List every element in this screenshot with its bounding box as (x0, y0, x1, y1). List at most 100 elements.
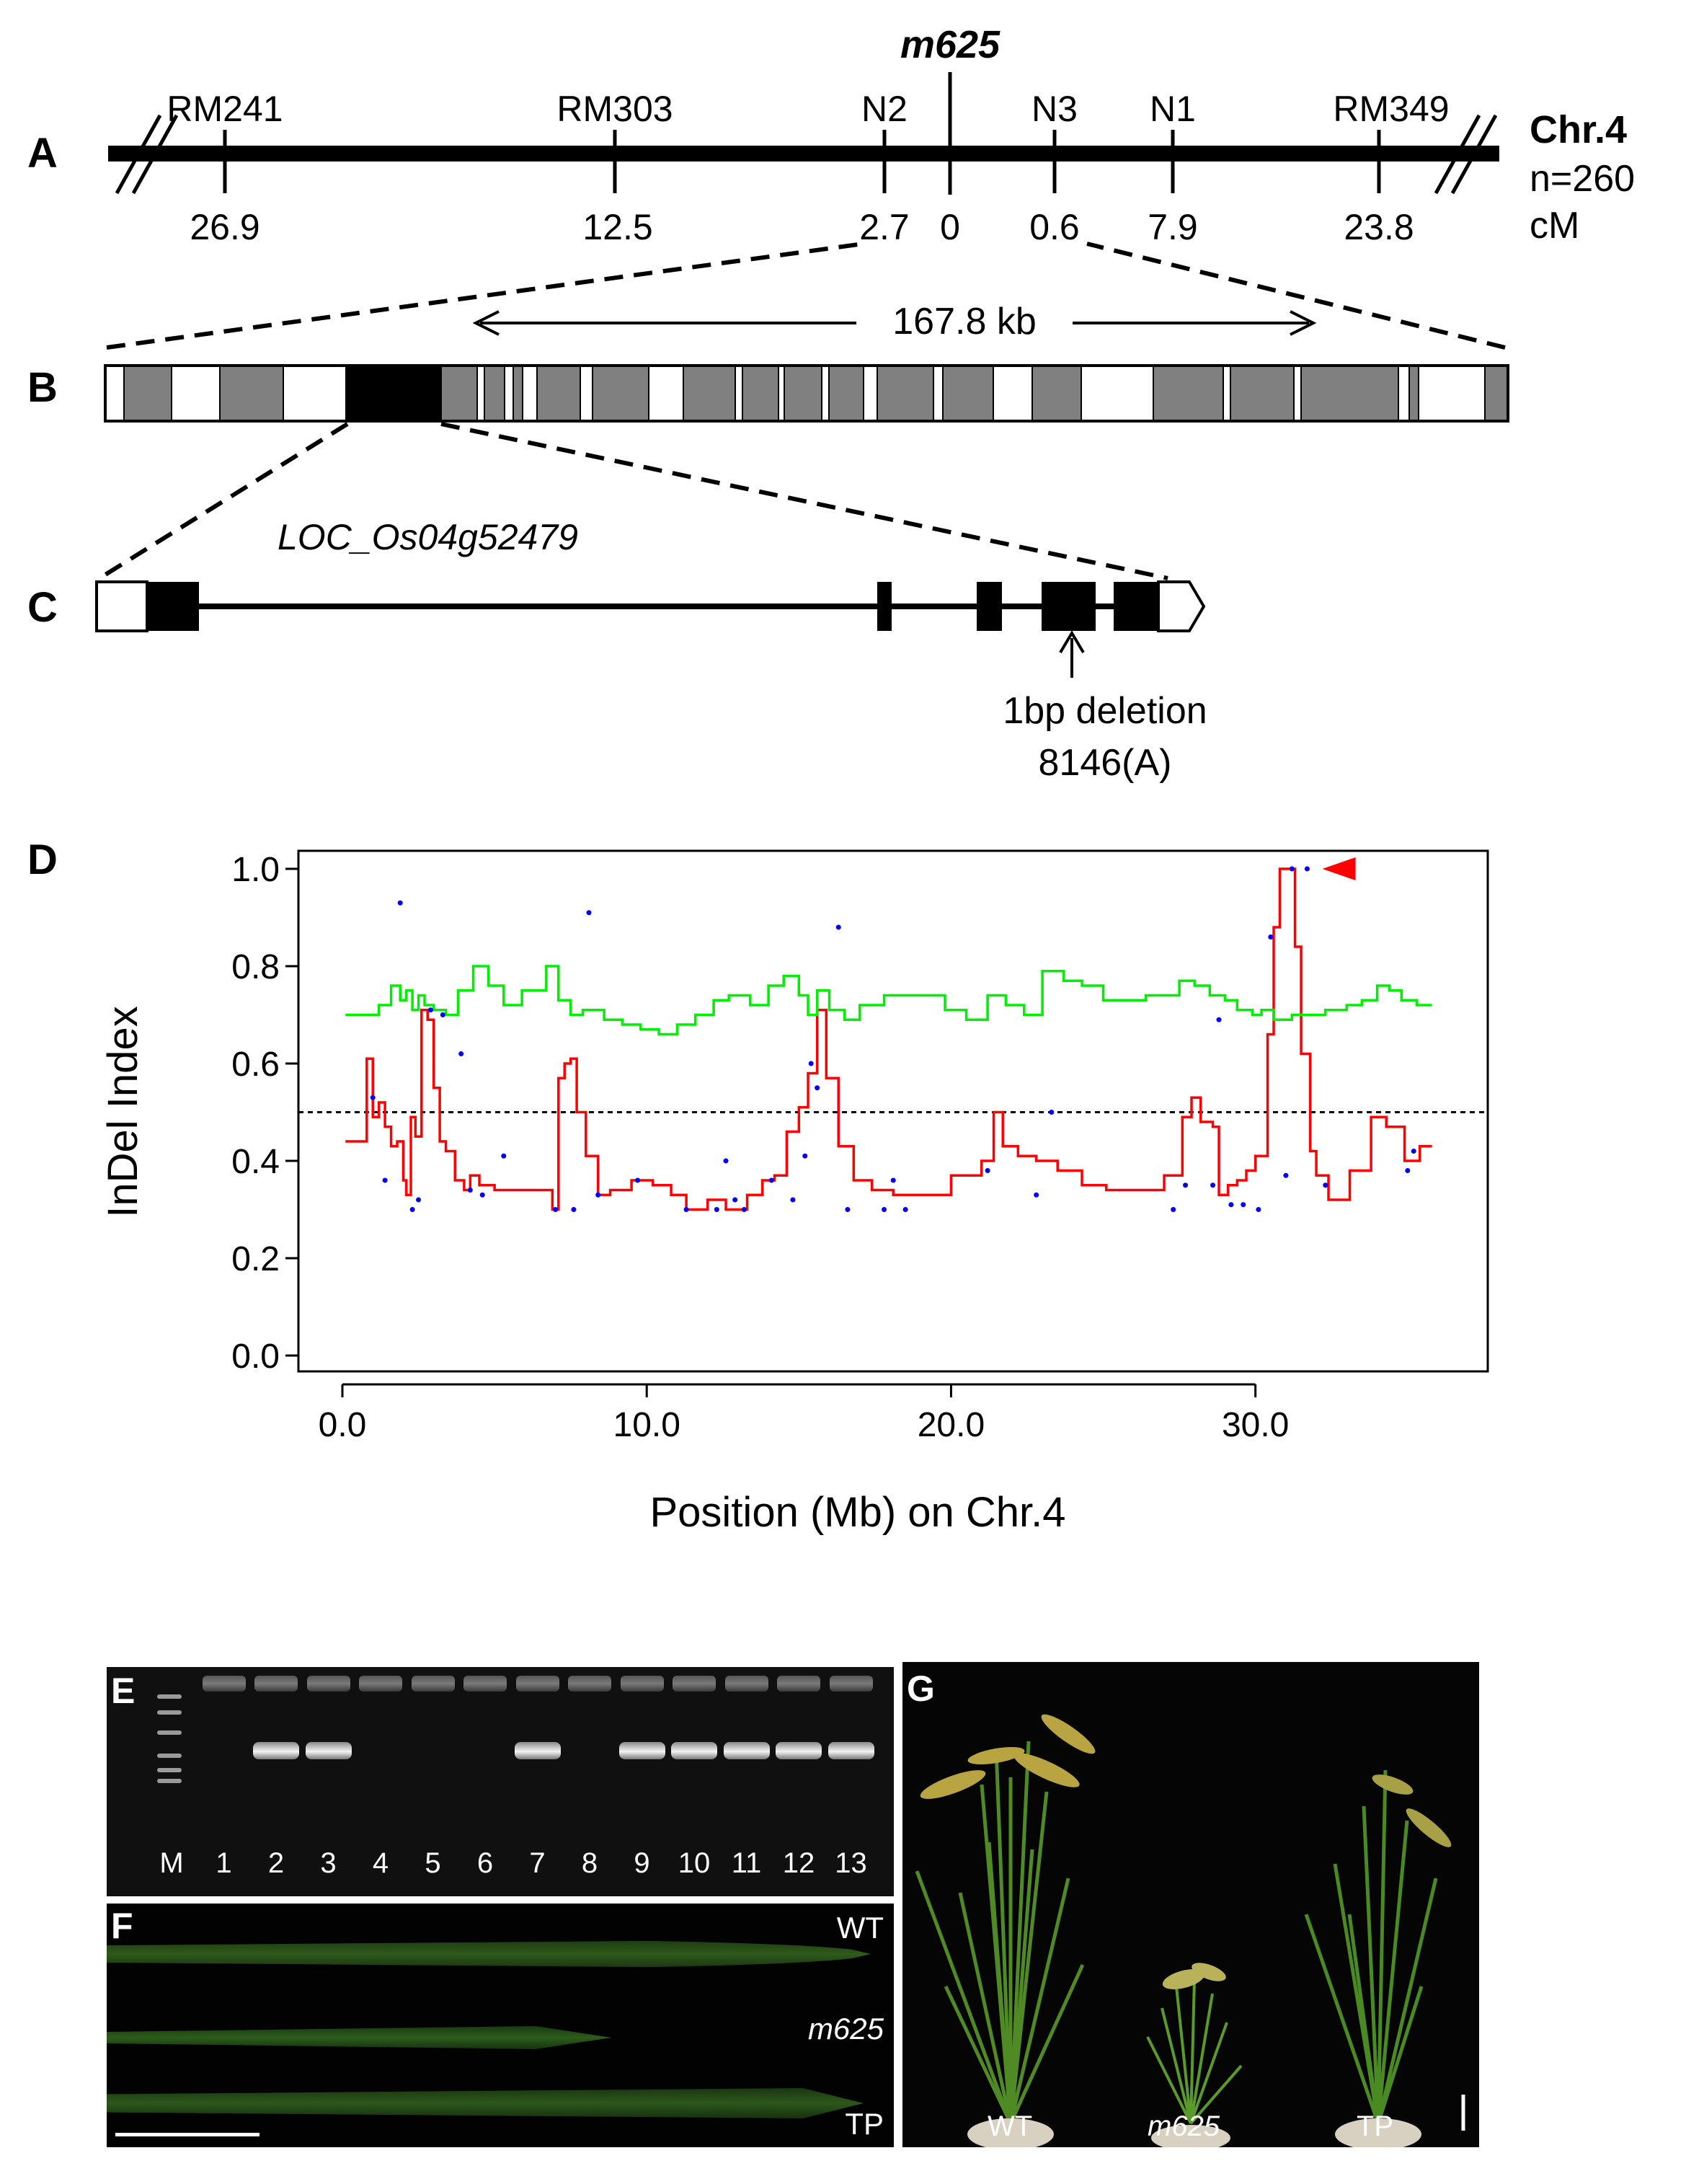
gel-band-product (618, 1742, 665, 1759)
gene-segment (513, 365, 523, 422)
y-tick-label: 0.0 (231, 1338, 280, 1376)
x-tick-label: 10.0 (613, 1406, 680, 1444)
gel-band-product (723, 1742, 770, 1759)
gene-segment (877, 365, 934, 422)
gene-segment (1300, 365, 1399, 422)
data-point (1049, 1110, 1055, 1115)
plant-m625-panicles (1162, 1963, 1226, 1989)
gene-segment (440, 365, 478, 422)
gel-band-upper (777, 1676, 820, 1692)
x-axis-label: Position (Mb) on Chr.4 (649, 1489, 1065, 1536)
utr-3prime (1157, 580, 1206, 632)
plant-label-m625: m625 (1148, 2110, 1220, 2142)
y-axis: 0.0 0.2 0.4 0.6 0.8 1.0 (231, 851, 300, 1376)
data-point (416, 1197, 422, 1203)
data-point (790, 1197, 796, 1203)
data-point (683, 1207, 689, 1212)
y-axis-label: InDel Index (99, 1006, 146, 1217)
x-tick-label: 30.0 (1222, 1406, 1289, 1444)
gene-segment (1223, 365, 1231, 422)
gene-segment (828, 365, 864, 422)
leaf-label-tp: TP (845, 2107, 884, 2141)
gel-band-product (305, 1742, 352, 1759)
y-tick-label: 0.2 (231, 1240, 280, 1278)
data-point (815, 1085, 820, 1091)
lane-label: 12 (782, 1847, 815, 1879)
gene-segment (1418, 365, 1486, 422)
lane-label: 5 (425, 1847, 441, 1879)
data-point (902, 1207, 908, 1212)
series-line-green (345, 965, 1432, 1036)
ladder-band (157, 1779, 182, 1783)
y-tick-label: 0.4 (231, 1143, 280, 1181)
lane-label: 6 (476, 1847, 494, 1879)
interval-arrow-left-head (472, 310, 500, 336)
gel-band-product (776, 1742, 822, 1759)
y-tick-label: 0.8 (231, 948, 280, 986)
gene-segment (1408, 365, 1419, 422)
gene-segment (283, 365, 347, 422)
gene-segment (683, 365, 736, 422)
data-point (741, 1207, 747, 1212)
data-point (890, 1177, 896, 1183)
zoom-line (1086, 242, 1506, 350)
interval-box-outline (104, 364, 1509, 423)
ladder-band (157, 1694, 182, 1699)
exon (1042, 582, 1096, 631)
data-point (467, 1188, 473, 1193)
plant-tp (1304, 1769, 1438, 2124)
lane-label: 8 (581, 1847, 598, 1879)
gel-band-upper (463, 1676, 507, 1692)
plant-label-tp: TP (1357, 2110, 1394, 2142)
data-point (1323, 1182, 1328, 1188)
chromosome-break-left (115, 114, 162, 195)
marker-distance: 12.5 (582, 207, 652, 247)
data-point (635, 1177, 641, 1183)
data-point (985, 1168, 990, 1173)
data-point (382, 1177, 388, 1183)
gel-band-upper (306, 1676, 350, 1692)
data-point (501, 1153, 507, 1159)
leaf-tp (107, 2088, 864, 2118)
zoom-line (440, 422, 1168, 580)
leaf-m625 (107, 2026, 611, 2049)
lane-label: 9 (634, 1847, 650, 1879)
marker-name: RM349 (1333, 89, 1449, 129)
lane-label: 13 (835, 1847, 867, 1879)
data-point (440, 1012, 445, 1017)
mutation-label: 1bp deletion (1003, 690, 1207, 732)
gene-segment (784, 365, 822, 422)
gel-band-upper (202, 1676, 246, 1692)
gel-band-upper (673, 1676, 716, 1692)
panel-letter-g: G (907, 1668, 935, 1709)
data-point (1216, 1017, 1222, 1022)
plant-illustrations (915, 1714, 1465, 2147)
data-point (732, 1197, 738, 1203)
gene-segment (1081, 365, 1154, 422)
panel-letter-e: E (111, 1671, 136, 1711)
gel-band-upper (620, 1676, 664, 1692)
plant-label-wt: WT (988, 2110, 1033, 2142)
panel-c: C LOC_Os04g52479 1bp deletion 8146(A) (27, 517, 1207, 784)
data-point (835, 924, 841, 930)
leaf-label-m625: m625 (807, 2012, 884, 2046)
ladder-band (157, 1730, 182, 1735)
data-point (714, 1207, 719, 1212)
plant-wt-panicles (920, 1714, 1096, 1799)
gene-segment (504, 365, 514, 422)
data-point (1228, 1202, 1234, 1208)
gel-band-product (514, 1742, 561, 1759)
gene-segment (1293, 365, 1302, 422)
data-point (409, 1207, 415, 1212)
ladder-band (157, 1754, 182, 1758)
gene-segment (942, 365, 994, 422)
panel-a: A m625 RM241 RM303 N2 N3 N1 RM349 26.9 1… (27, 23, 1635, 247)
data-point (845, 1207, 851, 1212)
interval-size-label: 167.8 kb (892, 301, 1037, 342)
data-point (553, 1207, 559, 1212)
marker-name: N3 (1031, 89, 1078, 129)
gene-segment (105, 365, 125, 422)
data-point (595, 1192, 601, 1198)
data-point (1256, 1207, 1261, 1212)
panel-b: B 167.8 kb (27, 301, 1509, 423)
